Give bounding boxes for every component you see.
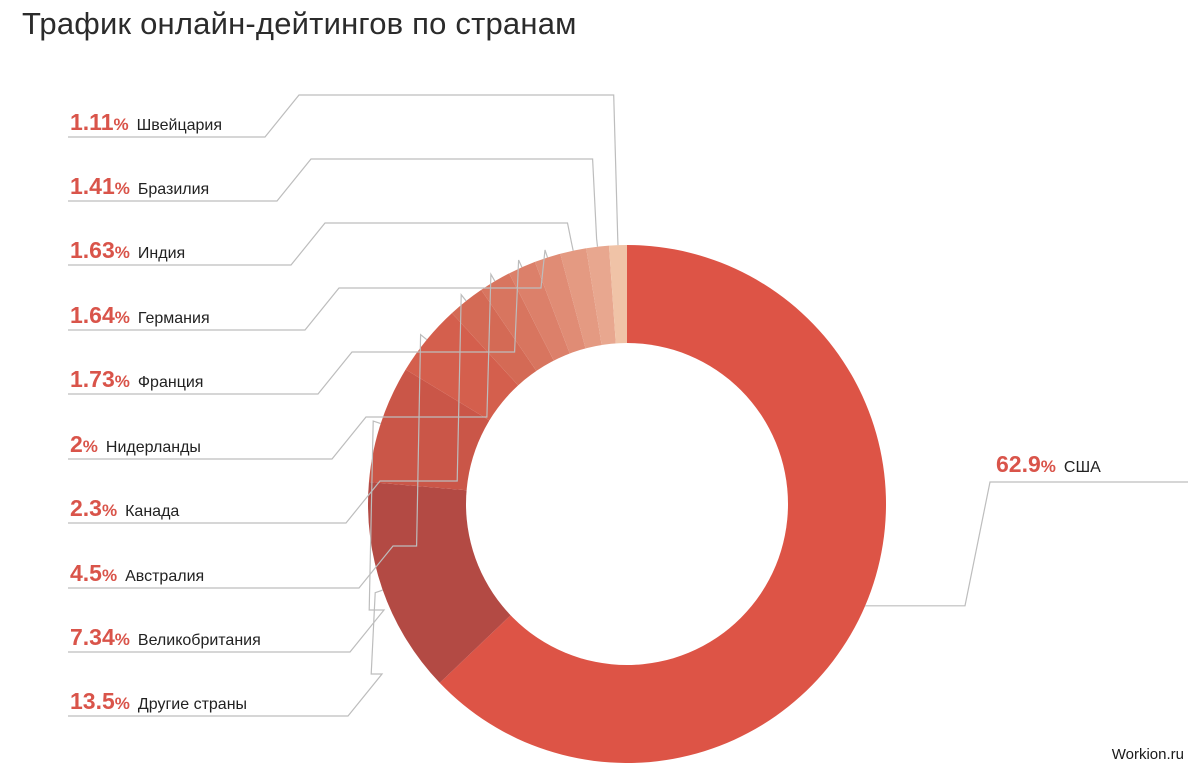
slice-label: 1.63% Индия: [70, 237, 185, 263]
slice-label: 62.9% США: [996, 451, 1101, 477]
slice-label: 1.41% Бразилия: [70, 173, 209, 199]
percent-sign: %: [102, 501, 117, 520]
slice-name: Нидерланды: [106, 439, 201, 456]
slice-label: 2% Нидерланды: [70, 431, 201, 457]
donut-hole: [466, 343, 788, 665]
slice-value: 62.9: [996, 451, 1041, 477]
slice-value: 7.34: [70, 624, 115, 650]
slice-value: 2: [70, 431, 83, 457]
slice-name: Германия: [138, 310, 210, 327]
percent-sign: %: [83, 437, 98, 456]
slice-label: 1.11% Швейцария: [70, 109, 222, 135]
slice-value: 2.3: [70, 495, 102, 521]
leader-lines: [68, 94, 1188, 717]
percent-sign: %: [115, 372, 130, 391]
percent-sign: %: [115, 630, 130, 649]
leader-line: [68, 589, 384, 717]
leader-line: [68, 94, 619, 246]
slice-value: 4.5: [70, 560, 102, 586]
slice-value: 1.73: [70, 366, 115, 392]
slice-label: 13.5% Другие страны: [70, 688, 247, 714]
leader-line: [68, 259, 523, 395]
slice-name: США: [1064, 459, 1101, 476]
slice-name: Франция: [138, 374, 204, 391]
slice-value: 1.11: [70, 109, 114, 135]
chart-title: Трафик онлайн-дейтингов по странам: [22, 6, 577, 41]
slice-label: 1.73% Франция: [70, 366, 203, 392]
slice-name: Австралия: [125, 568, 204, 585]
slice-name: Канада: [125, 503, 179, 520]
slice-value: 1.63: [70, 237, 115, 263]
percent-sign: %: [114, 115, 129, 134]
watermark: Workion.ru: [1111, 746, 1184, 763]
leader-line: [68, 333, 428, 589]
slice-name: Индия: [138, 245, 185, 262]
percent-sign: %: [102, 566, 117, 585]
slice-label: 2.3% Канада: [70, 495, 179, 521]
percent-sign: %: [1041, 457, 1056, 476]
slice-label: 4.5% Австралия: [70, 560, 204, 586]
leader-line: [68, 420, 386, 653]
slice-name: Другие страны: [138, 696, 247, 713]
slice-value: 1.64: [70, 302, 115, 328]
leader-line: [68, 222, 574, 266]
slice-label: 1.64% Германия: [70, 302, 210, 328]
leader-line: [68, 158, 599, 247]
slice-name: Швейцария: [137, 117, 222, 134]
slice-name: Великобритания: [138, 632, 261, 649]
slice-labels: 62.9% США 13.5% Другие страны 7.34% Великобри…: [70, 109, 1101, 714]
percent-sign: %: [115, 694, 130, 713]
percent-sign: %: [115, 179, 130, 198]
leader-line: [68, 249, 549, 331]
slice-label: 7.34% Великобритания: [70, 624, 261, 650]
leader-line: [68, 272, 496, 460]
slice-value: 1.41: [70, 173, 115, 199]
leader-line: [865, 481, 1188, 607]
leader-line: [68, 293, 467, 524]
slice-name: Бразилия: [138, 181, 209, 198]
percent-sign: %: [115, 308, 130, 327]
slice-value: 13.5: [70, 688, 115, 714]
percent-sign: %: [115, 243, 130, 262]
